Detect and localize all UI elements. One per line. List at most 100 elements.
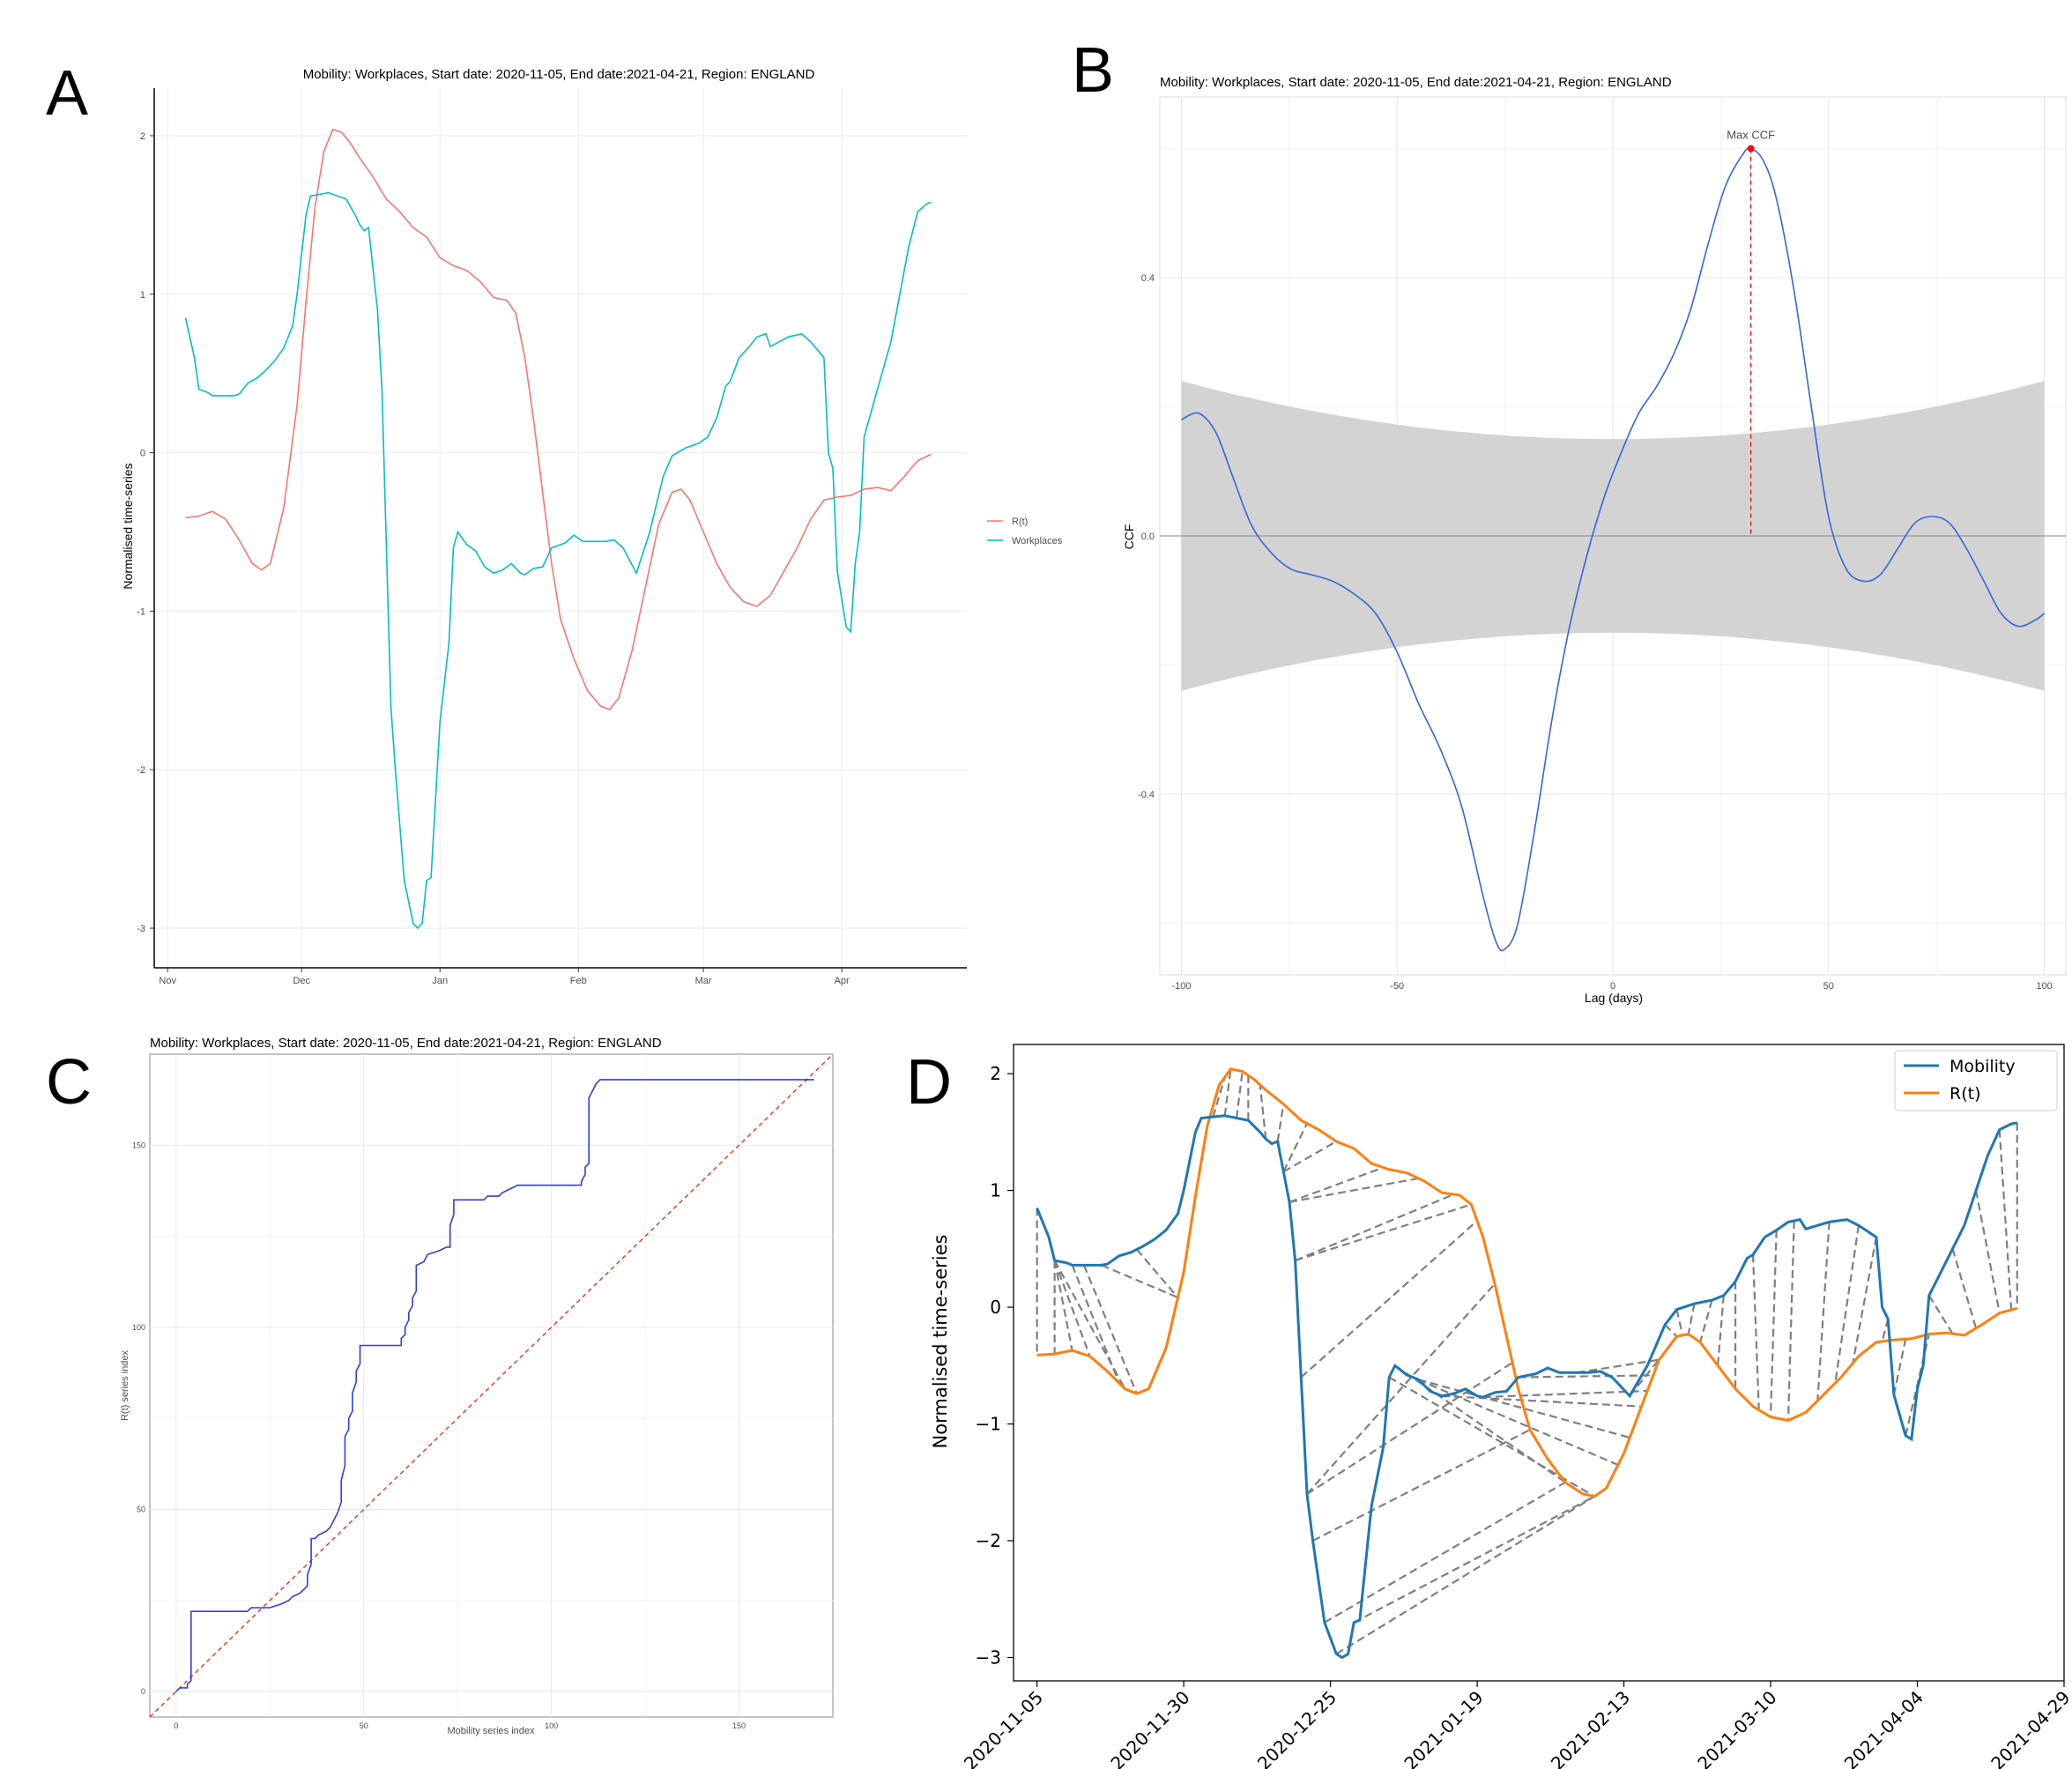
panel-c-grid [150, 1054, 833, 1717]
panel-c-chart: Mobility: Workplaces, Start date: 2020-1… [120, 1036, 834, 1736]
panel-c-xtick-label-2: 100 [545, 1721, 558, 1730]
panel-c-xtick-label-1: 50 [360, 1721, 368, 1730]
panel-d-alignment-link-48 [1852, 1237, 1877, 1364]
panel-d-alignment-link-50 [1892, 1339, 1907, 1395]
panel-a-xtick-label-1: Dec [293, 976, 310, 986]
panel-d-alignment-link-40 [1699, 1299, 1713, 1343]
panel-d-xtick-label-2: 2020-12-25 [1253, 1687, 1340, 1769]
panel-a-ytick-label-2: 0 [140, 449, 145, 459]
panel-a-chart: Mobility: Workplaces, Start date: 2020-1… [121, 67, 1063, 986]
panel-a-ytick-label-5: -3 [137, 924, 145, 934]
panel-b-chart: Mobility: Workplaces, Start date: 2020-1… [1122, 75, 2067, 1005]
panel-d-alignment-link-38 [1675, 1309, 1684, 1336]
panel-d-xtick-label-3: 2021-01-19 [1400, 1687, 1487, 1769]
panel-a-xtick-label-4: Mar [695, 976, 712, 986]
panel-letter-c: C [46, 1047, 92, 1118]
panel-d-alignment-link-46 [1816, 1222, 1831, 1401]
panel-a-ticks: 2 1 0 -1 -2 -3 Nov Dec Jan Feb Mar Apr [137, 131, 850, 986]
panel-a-title: Mobility: Workplaces, Start date: 2020-1… [303, 67, 815, 82]
panel-d-alignment-link-35 [1577, 1358, 1660, 1374]
panel-letter-a: A [46, 58, 88, 129]
panel-d-alignment-link-54 [1975, 1190, 2001, 1313]
panel-c-ytick-label-1: 50 [137, 1505, 145, 1513]
panel-d-alignment-link-53 [1951, 1248, 1978, 1329]
panel-d-chart: 2 1 0 −1 −2 −3 2020-11-05 2020-11-30 2020-12-25 2… [930, 1044, 2072, 1769]
panel-d-alignment-link-37 [1664, 1324, 1678, 1337]
panel-b-xtick-label-4: 100 [2036, 981, 2052, 992]
panel-a-xtick-label-2: Jan [432, 976, 448, 986]
panel-d-alignment-link-30 [1406, 1373, 1619, 1466]
panel-a-grid [154, 88, 967, 968]
panel-a-legend: R(t) Workplaces [987, 517, 1063, 546]
panel-d-alignment-link-33 [1482, 1389, 1648, 1399]
panel-d-alignment-link-2 [1053, 1260, 1073, 1351]
panel-d-ytick-label-5: −3 [976, 1647, 1001, 1669]
panel-d-alignment-link-9 [1212, 1076, 1226, 1118]
panel-b-max-ccf-label: Max CCF [1727, 129, 1775, 142]
panel-c-y-label: R(t) series index [120, 1349, 130, 1421]
panel-a-xtick-label-0: Nov [159, 976, 176, 986]
panel-a-ytick-label-0: 2 [140, 131, 145, 142]
panel-d-xtick-label-6: 2021-04-04 [1840, 1687, 1927, 1769]
panel-a-series [184, 128, 932, 930]
panel-d-alignment-link-15 [1282, 1123, 1308, 1172]
panel-d-alignment-link-6 [1082, 1264, 1138, 1394]
panel-d-alignment-link-34 [1518, 1374, 1653, 1379]
panel-d-legend: Mobility R(t) [1894, 1050, 2058, 1111]
panel-letter-d: D [906, 1047, 952, 1118]
panel-d-alignment-link-8 [1136, 1248, 1179, 1298]
panel-d-alignment-link-44 [1769, 1230, 1778, 1417]
panel-d-alignment-link-3 [1053, 1260, 1091, 1357]
panel-d-ytick-label-0: 2 [990, 1063, 1001, 1084]
panel-b-xtick-label-3: 50 [1823, 981, 1834, 992]
panel-c-x-label: Mobility series index [447, 1726, 535, 1736]
panel-a-ytick-label-1: 1 [140, 290, 145, 301]
panel-c-ytick-label-0: 0 [141, 1687, 145, 1696]
panel-c-warping-path [175, 1079, 814, 1692]
panel-b-ticks: -100 -50 0 50 100 0.4 0.0 -0.4 [1138, 273, 2053, 992]
panel-d-alignment-link-47 [1834, 1225, 1860, 1384]
panel-d-alignment-link-26 [1335, 1495, 1595, 1655]
panel-d-alignment-link-27 [1353, 1495, 1595, 1624]
panel-d-plot-area [1013, 1044, 2065, 1682]
panel-b-xtick-label-1: -50 [1390, 981, 1404, 992]
panel-a-ytick-label-4: -2 [137, 765, 145, 776]
panel-d-alignment-link-55 [1998, 1129, 2013, 1311]
panel-d-ytick-label-4: −2 [976, 1530, 1001, 1551]
panel-b-xtick-label-0: -100 [1171, 981, 1191, 992]
panel-d-alignment-link-7 [1101, 1264, 1178, 1299]
panel-b-ytick-label-0: 0.4 [1141, 273, 1155, 284]
panel-b-max-ccf-point [1747, 145, 1755, 152]
panel-c-ytick-label-2: 100 [132, 1323, 145, 1332]
panel-d-alignment-link-43 [1751, 1254, 1760, 1410]
panel-d-alignment-link-20 [1295, 1203, 1472, 1262]
panel-d-alignment-link-45 [1786, 1221, 1795, 1421]
panel-a-ytick-label-3: -1 [137, 606, 145, 617]
panel-a-y-label: Normalised time-series [121, 463, 135, 589]
panel-a-legend-label-rt: R(t) [1012, 517, 1028, 527]
panel-d-legend-label-rt: R(t) [1949, 1084, 1980, 1104]
panel-d-xtick-label-7: 2021-04-29 [1987, 1687, 2072, 1769]
panel-d-alignment-link-23 [1306, 1362, 1513, 1495]
panel-c-xtick-label-3: 150 [732, 1721, 746, 1730]
panel-b-series [1160, 145, 2066, 952]
panel-d-series [1036, 1067, 2018, 1660]
panel-b-ytick-label-1: 0.0 [1141, 531, 1155, 542]
panel-b-x-label: Lag (days) [1585, 991, 1643, 1005]
panel-d-ytick-label-3: −1 [976, 1414, 1001, 1435]
panel-d-xtick-label-0: 2020-11-05 [960, 1687, 1047, 1769]
panel-a-xtick-label-3: Feb [570, 976, 587, 986]
panel-letter-b: B [1072, 35, 1114, 106]
panel-b-y-label: CCF [1122, 524, 1136, 550]
panel-d-alignment-link-32 [1442, 1394, 1642, 1408]
panel-c-ticks: 0 50 100 150 0 50 100 150 [132, 1141, 746, 1730]
panel-d-alignment-link-16 [1282, 1141, 1337, 1173]
panel-a-xtick-label-5: Apr [835, 976, 850, 986]
panel-c-series [149, 1053, 834, 1718]
panel-d-series-line-rt [1036, 1067, 2018, 1498]
panel-a-legend-label-workplaces: Workplaces [1012, 536, 1063, 546]
panel-d-alignment-link-22 [1306, 1282, 1496, 1495]
panel-d-series-line-mobility [1036, 1114, 2017, 1660]
panel-c-plot-area [149, 1053, 834, 1718]
panel-b-ytick-label-2: -0.4 [1138, 790, 1155, 800]
